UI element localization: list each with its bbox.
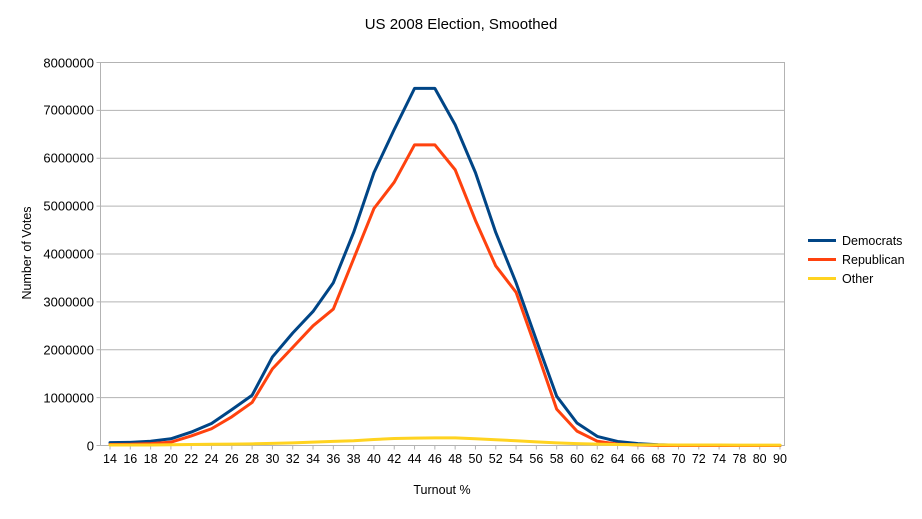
x-tick-label: 30	[265, 452, 280, 466]
legend-item-democrats: Democrats	[808, 231, 905, 250]
x-axis-title: Turnout %	[413, 483, 471, 497]
y-tick-label: 6000000	[43, 150, 94, 166]
x-tick-label: 40	[366, 452, 381, 466]
x-tick-label: 52	[488, 452, 503, 466]
y-tick-label: 3000000	[43, 294, 94, 310]
x-tick-label: 34	[306, 452, 320, 466]
y-tick-label: 5000000	[43, 198, 94, 214]
legend-item-other: Other	[808, 269, 905, 288]
x-tick-label: 36	[326, 452, 341, 466]
x-tick-label: 46	[427, 452, 442, 466]
x-tick-label: 28	[245, 452, 260, 466]
x-tick-label: 62	[590, 452, 605, 466]
legend-item-republican: Republican	[808, 250, 905, 269]
y-tick-label: 1000000	[43, 390, 94, 406]
x-tick-label: 24	[204, 452, 219, 466]
y-tick-label: 2000000	[43, 342, 94, 358]
x-tick-label: 48	[448, 452, 463, 466]
legend-label: Democrats	[842, 233, 903, 248]
y-axis-title: Number of Votes	[20, 206, 34, 300]
x-tick-label: 68	[651, 452, 666, 466]
x-tick-label: 18	[143, 452, 158, 466]
x-tick-label: 42	[387, 452, 402, 466]
x-tick-label: 56	[529, 452, 544, 466]
y-tick-label: 0	[86, 438, 94, 453]
x-tick-label: 16	[123, 452, 138, 466]
x-tick-label: 64	[610, 452, 625, 466]
x-tick-label: 78	[732, 452, 747, 466]
x-tick-label: 58	[549, 452, 564, 466]
x-tick-label: 90	[773, 452, 787, 466]
x-tick-label: 60	[570, 452, 584, 466]
republican-line-swatch	[808, 258, 836, 261]
y-tick-label: 8000000	[43, 55, 94, 70]
x-tick-label: 32	[285, 452, 300, 466]
legend: Democrats Republican Other	[808, 231, 905, 288]
x-tick-label: 38	[346, 452, 361, 466]
legend-label: Republican	[842, 252, 905, 267]
legend-label: Other	[842, 271, 874, 286]
y-tick-label: 4000000	[43, 246, 94, 262]
other-line-swatch	[808, 277, 836, 280]
x-tick-label: 66	[630, 452, 645, 466]
x-tick-label: 72	[691, 452, 706, 466]
x-tick-label: 54	[509, 452, 523, 466]
x-tick-label: 26	[224, 452, 239, 466]
x-tick-label: 50	[468, 452, 483, 466]
x-tick-label: 22	[184, 452, 199, 466]
x-tick-label: 14	[103, 452, 117, 466]
x-tick-label: 70	[671, 452, 686, 466]
x-tick-label: 74	[712, 452, 727, 466]
democrats-line-swatch	[808, 239, 836, 242]
y-tick-label: 7000000	[43, 102, 94, 118]
x-tick-label: 20	[163, 452, 178, 466]
chart-title: US 2008 Election, Smoothed	[364, 16, 558, 33]
x-tick-label: 80	[752, 452, 767, 466]
x-tick-label: 44	[407, 452, 422, 466]
